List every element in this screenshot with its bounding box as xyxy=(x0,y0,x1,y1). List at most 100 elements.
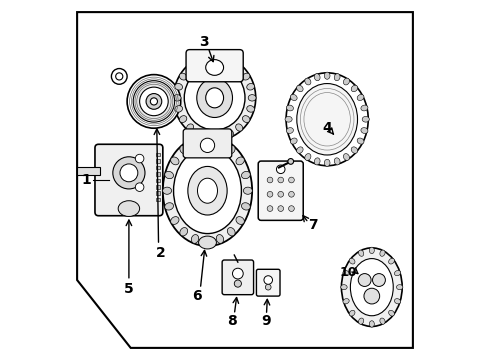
Bar xyxy=(156,166,160,169)
Ellipse shape xyxy=(165,203,173,210)
Bar xyxy=(156,185,160,189)
Ellipse shape xyxy=(204,237,211,246)
Ellipse shape xyxy=(227,58,234,66)
Ellipse shape xyxy=(359,250,364,256)
Circle shape xyxy=(267,177,273,183)
Circle shape xyxy=(266,284,271,290)
Ellipse shape xyxy=(288,158,294,164)
Ellipse shape xyxy=(394,270,401,276)
Ellipse shape xyxy=(242,171,250,179)
Ellipse shape xyxy=(361,105,368,111)
Bar xyxy=(156,179,160,182)
Ellipse shape xyxy=(243,116,250,122)
Bar xyxy=(156,159,160,163)
Circle shape xyxy=(267,206,273,211)
Ellipse shape xyxy=(146,94,162,109)
Ellipse shape xyxy=(192,235,198,243)
Circle shape xyxy=(289,206,294,211)
Ellipse shape xyxy=(133,81,174,122)
Ellipse shape xyxy=(206,60,223,75)
Text: 9: 9 xyxy=(262,314,271,328)
Text: 4: 4 xyxy=(322,121,332,135)
Ellipse shape xyxy=(286,73,368,166)
Ellipse shape xyxy=(180,228,188,236)
Ellipse shape xyxy=(184,66,245,130)
Circle shape xyxy=(232,268,243,279)
Ellipse shape xyxy=(116,73,123,80)
Ellipse shape xyxy=(120,164,138,182)
Ellipse shape xyxy=(204,135,211,144)
Ellipse shape xyxy=(216,138,223,147)
Ellipse shape xyxy=(175,105,182,112)
Ellipse shape xyxy=(113,157,145,189)
Ellipse shape xyxy=(342,248,402,327)
Ellipse shape xyxy=(286,128,294,134)
Ellipse shape xyxy=(296,147,303,153)
Circle shape xyxy=(289,177,294,183)
Ellipse shape xyxy=(362,116,369,122)
Ellipse shape xyxy=(192,138,198,147)
Ellipse shape xyxy=(127,75,181,128)
Ellipse shape xyxy=(179,73,187,80)
Ellipse shape xyxy=(243,73,250,80)
Ellipse shape xyxy=(349,310,355,316)
Ellipse shape xyxy=(227,228,235,236)
Text: 2: 2 xyxy=(156,246,166,260)
Text: 6: 6 xyxy=(192,289,201,303)
Ellipse shape xyxy=(350,258,393,316)
Ellipse shape xyxy=(314,74,320,81)
Ellipse shape xyxy=(343,270,349,276)
Ellipse shape xyxy=(227,130,234,138)
FancyBboxPatch shape xyxy=(183,129,232,158)
Text: 5: 5 xyxy=(124,282,134,296)
Ellipse shape xyxy=(242,203,250,210)
Ellipse shape xyxy=(349,258,355,264)
Ellipse shape xyxy=(334,158,340,165)
Ellipse shape xyxy=(175,84,182,90)
Ellipse shape xyxy=(291,94,297,100)
Ellipse shape xyxy=(217,133,223,141)
Ellipse shape xyxy=(285,116,292,122)
Ellipse shape xyxy=(196,130,202,138)
Circle shape xyxy=(358,274,371,287)
Ellipse shape xyxy=(247,84,254,90)
Ellipse shape xyxy=(305,78,311,85)
Ellipse shape xyxy=(248,95,256,101)
Ellipse shape xyxy=(173,95,181,101)
Bar xyxy=(156,153,160,157)
Ellipse shape xyxy=(111,68,127,84)
Ellipse shape xyxy=(216,235,223,243)
Circle shape xyxy=(200,138,215,153)
Ellipse shape xyxy=(343,78,349,85)
Ellipse shape xyxy=(165,171,173,179)
Circle shape xyxy=(135,183,144,192)
Ellipse shape xyxy=(196,58,202,66)
Circle shape xyxy=(267,192,273,197)
Ellipse shape xyxy=(389,310,394,316)
Ellipse shape xyxy=(150,98,157,105)
Ellipse shape xyxy=(357,138,364,144)
Ellipse shape xyxy=(244,187,252,194)
Ellipse shape xyxy=(369,247,374,253)
Ellipse shape xyxy=(206,55,213,63)
FancyBboxPatch shape xyxy=(186,50,243,82)
Text: 10: 10 xyxy=(340,266,357,279)
Ellipse shape xyxy=(334,74,340,81)
FancyBboxPatch shape xyxy=(256,269,280,296)
Ellipse shape xyxy=(236,217,245,224)
Ellipse shape xyxy=(227,145,235,154)
Ellipse shape xyxy=(188,166,227,215)
Ellipse shape xyxy=(236,64,243,72)
Ellipse shape xyxy=(380,250,385,256)
Bar xyxy=(77,167,100,175)
Ellipse shape xyxy=(380,318,385,324)
Bar xyxy=(156,198,160,202)
FancyBboxPatch shape xyxy=(222,260,253,295)
Ellipse shape xyxy=(296,85,303,92)
Ellipse shape xyxy=(236,124,243,131)
Circle shape xyxy=(278,177,284,183)
Ellipse shape xyxy=(286,105,294,111)
Circle shape xyxy=(135,154,144,163)
Ellipse shape xyxy=(206,133,213,141)
FancyBboxPatch shape xyxy=(95,144,163,216)
